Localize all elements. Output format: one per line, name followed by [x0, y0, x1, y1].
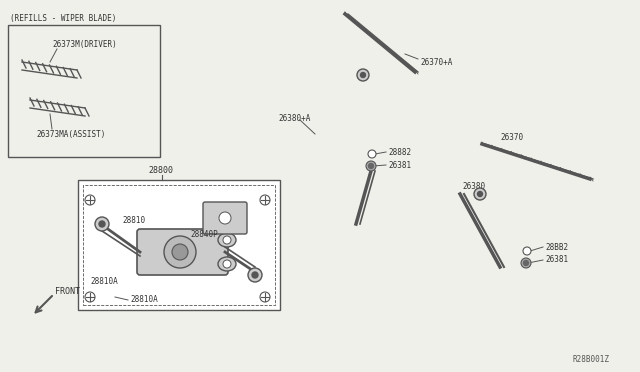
- Text: 26381: 26381: [388, 160, 411, 170]
- Text: 28800: 28800: [148, 166, 173, 174]
- Circle shape: [248, 268, 262, 282]
- Circle shape: [523, 247, 531, 255]
- Text: 28810: 28810: [122, 215, 145, 224]
- Circle shape: [164, 236, 196, 268]
- Text: R28B001Z: R28B001Z: [573, 356, 610, 365]
- Bar: [83, 185, 275, 305]
- Circle shape: [524, 260, 529, 266]
- Text: 26370+A: 26370+A: [420, 58, 452, 67]
- Circle shape: [368, 150, 376, 158]
- Text: 28882: 28882: [388, 148, 411, 157]
- Circle shape: [369, 164, 374, 169]
- Text: 26381: 26381: [545, 256, 568, 264]
- Circle shape: [477, 192, 483, 196]
- Text: 26373MA(ASSIST): 26373MA(ASSIST): [36, 129, 106, 138]
- Circle shape: [172, 244, 188, 260]
- Text: 26373M(DRIVER): 26373M(DRIVER): [52, 39, 116, 48]
- Text: 28BB2: 28BB2: [545, 243, 568, 251]
- Circle shape: [360, 73, 365, 77]
- Circle shape: [99, 221, 105, 227]
- Text: 26370: 26370: [500, 132, 523, 141]
- FancyBboxPatch shape: [137, 229, 228, 275]
- Circle shape: [223, 260, 231, 268]
- Circle shape: [219, 212, 231, 224]
- Text: 26380: 26380: [462, 182, 485, 190]
- Circle shape: [474, 188, 486, 200]
- Ellipse shape: [218, 233, 236, 247]
- Ellipse shape: [218, 257, 236, 271]
- Text: 28810A: 28810A: [90, 278, 118, 286]
- Circle shape: [366, 161, 376, 171]
- Text: FRONT: FRONT: [55, 286, 80, 295]
- Circle shape: [223, 236, 231, 244]
- Circle shape: [357, 69, 369, 81]
- Text: 28840P: 28840P: [190, 230, 218, 238]
- Circle shape: [521, 258, 531, 268]
- Circle shape: [95, 217, 109, 231]
- Text: (REFILLS - WIPER BLADE): (REFILLS - WIPER BLADE): [10, 13, 116, 22]
- Bar: [8, 25, 160, 157]
- Circle shape: [252, 272, 258, 278]
- Text: 26380+A: 26380+A: [278, 113, 310, 122]
- FancyBboxPatch shape: [203, 202, 247, 234]
- Text: 28810A: 28810A: [130, 295, 157, 305]
- Bar: [78, 180, 280, 310]
